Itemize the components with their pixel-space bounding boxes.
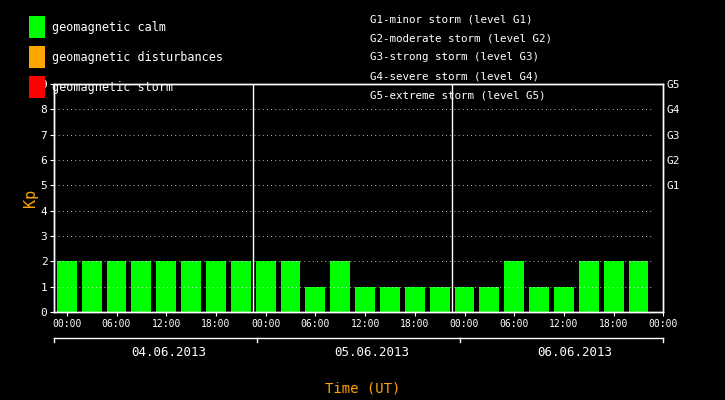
Bar [181,261,201,312]
Bar [107,261,126,312]
Bar [579,261,599,312]
Bar [206,261,226,312]
Bar [604,261,624,312]
Text: G2-moderate storm (level G2): G2-moderate storm (level G2) [370,33,552,43]
Bar [157,261,176,312]
Bar [331,261,350,312]
Bar [355,287,375,312]
Bar [505,261,524,312]
Bar [479,287,500,312]
Bar [629,261,648,312]
Bar [231,261,251,312]
Bar [554,287,574,312]
Bar [57,261,77,312]
Text: G5-extreme storm (level G5): G5-extreme storm (level G5) [370,91,545,101]
Text: 06.06.2013: 06.06.2013 [537,346,612,358]
Bar [405,287,425,312]
Text: 04.06.2013: 04.06.2013 [131,346,206,358]
Bar [131,261,152,312]
Bar [256,261,276,312]
Text: geomagnetic storm: geomagnetic storm [52,80,173,94]
Bar [281,261,300,312]
Text: Time (UT): Time (UT) [325,382,400,396]
Text: geomagnetic calm: geomagnetic calm [52,20,166,34]
Text: G4-severe storm (level G4): G4-severe storm (level G4) [370,72,539,82]
Y-axis label: Kp: Kp [23,189,38,207]
Bar [529,287,549,312]
Bar [82,261,102,312]
Bar [455,287,474,312]
Text: 05.06.2013: 05.06.2013 [334,346,409,358]
Text: G1-minor storm (level G1): G1-minor storm (level G1) [370,14,532,24]
Text: G3-strong storm (level G3): G3-strong storm (level G3) [370,52,539,62]
Bar [430,287,450,312]
Bar [305,287,326,312]
Bar [380,287,400,312]
Text: geomagnetic disturbances: geomagnetic disturbances [52,50,223,64]
